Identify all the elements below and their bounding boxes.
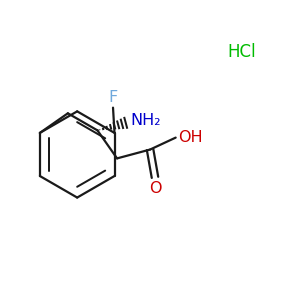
Text: O: O (149, 181, 161, 196)
Text: HCl: HCl (228, 43, 256, 61)
Text: NH₂: NH₂ (130, 113, 161, 128)
Text: F: F (108, 90, 118, 105)
Text: OH: OH (178, 130, 203, 145)
